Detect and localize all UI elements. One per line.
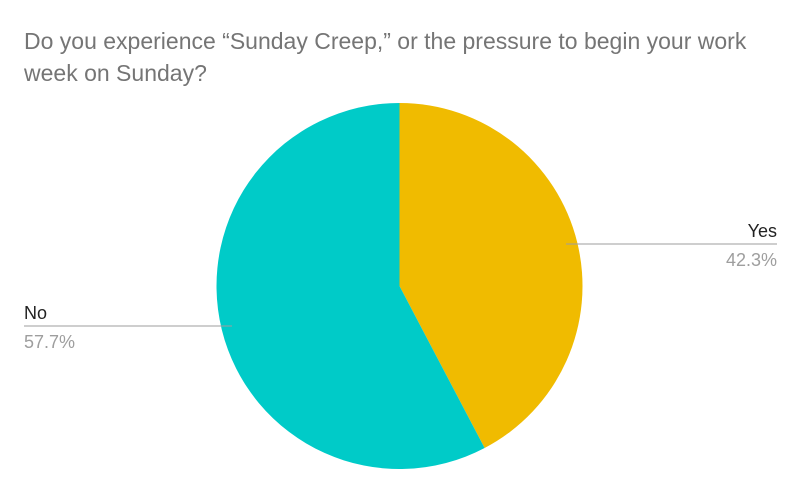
slice-value-no: 57.7% xyxy=(24,332,75,352)
chart-title: Do you experience “Sunday Creep,” or the… xyxy=(24,28,747,86)
slice-label-no: No xyxy=(24,303,47,323)
slice-label-yes: Yes xyxy=(748,221,777,241)
pie-slice-yes xyxy=(399,103,583,448)
slice-value-yes: 42.3% xyxy=(726,250,777,270)
pie-slice-no xyxy=(216,103,485,469)
